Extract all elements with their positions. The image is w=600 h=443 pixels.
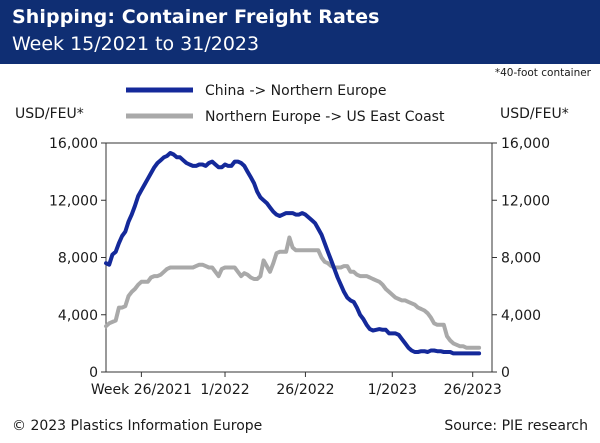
legend: China -> Northern Europe Northern Europe … (126, 83, 445, 125)
series-layer (104, 151, 482, 356)
source-text: Source: PIE research (444, 418, 588, 434)
y-tick-label-left: 8,000 (58, 251, 98, 267)
x-tick-label: 26/2022 (276, 382, 334, 398)
y-tick-label-left: 4,000 (58, 308, 98, 324)
y-tick-label-right: 12,000 (501, 193, 550, 209)
copyright-text: © 2023 Plastics Information Europe (12, 418, 263, 434)
y-tick-label-left: 0 (89, 365, 98, 381)
plot-frame (105, 142, 493, 373)
chart-header: Shipping: Container Freight Rates Week 1… (0, 0, 600, 64)
y-tick-label-left: 12,000 (49, 193, 98, 209)
y-tick-label-left: 16,000 (49, 136, 98, 152)
x-tick-label: 26/2023 (444, 382, 502, 398)
series-line (104, 151, 482, 356)
y-tick-label-right: 4,000 (501, 308, 541, 324)
legend-label: China -> Northern Europe (205, 83, 387, 99)
y-axis-label-left: USD/FEU* (15, 106, 84, 122)
y-tick-label-right: 0 (501, 365, 510, 381)
chart-subtitle: Week 15/2021 to 31/2023 (12, 33, 260, 55)
y-axis-label-right: USD/FEU* (500, 106, 569, 122)
x-tick-label: 1/2023 (368, 382, 417, 398)
y-tick-label-right: 8,000 (501, 251, 541, 267)
x-tick-label: Week 26/2021 (91, 382, 192, 398)
x-axis-ticks: Week 26/2021 1/2022 26/2022 1/2023 26/2023 (91, 372, 502, 398)
y-axis-ticks: 0 0 4,000 4,000 8,000 8,000 12,000 12,000 16,000… (49, 136, 550, 381)
x-tick-label: 1/2022 (200, 382, 249, 398)
legend-label: Northern Europe -> US East Coast (205, 109, 445, 125)
y-tick-label-right: 16,000 (501, 136, 550, 152)
chart-title: Shipping: Container Freight Rates (12, 6, 380, 28)
footnote: *40-foot container (494, 67, 591, 79)
series-line (104, 235, 482, 350)
